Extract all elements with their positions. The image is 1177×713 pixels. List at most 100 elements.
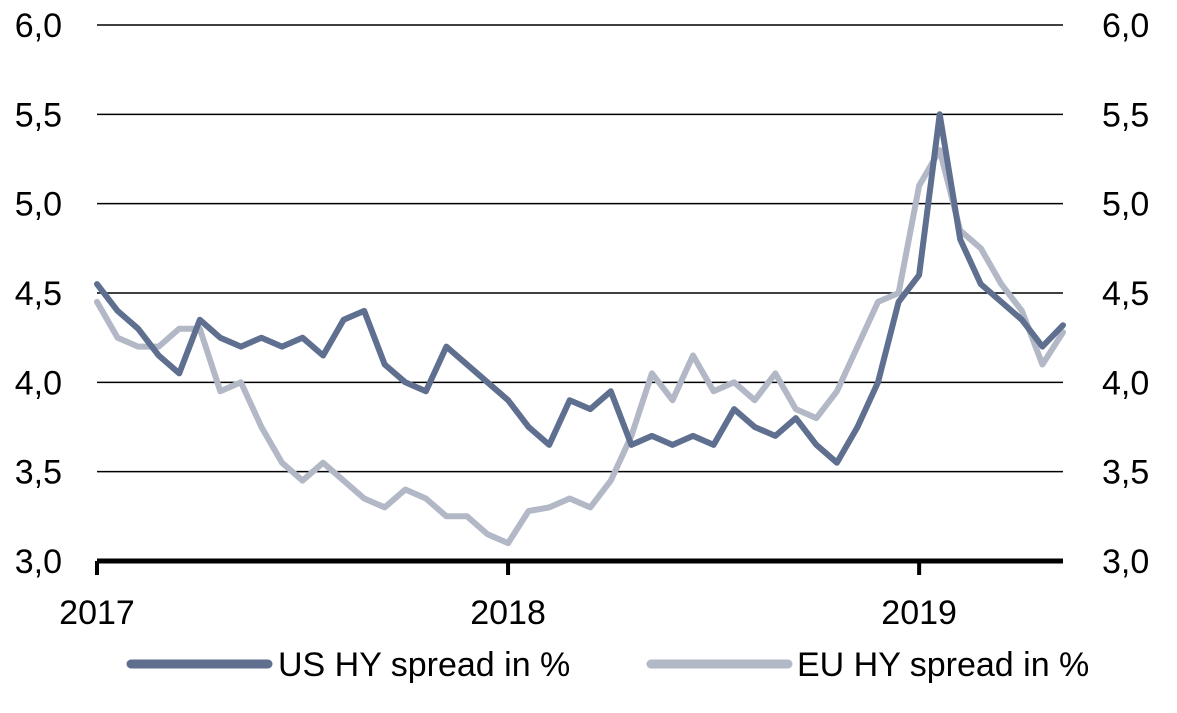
y-tick-label-left: 3,5 [15, 454, 62, 492]
y-tick-label-right: 3,5 [1102, 454, 1149, 492]
data-point-us-hy [980, 283, 982, 285]
data-point-eu-hy [713, 390, 715, 392]
data-point-us-hy [343, 319, 345, 321]
legend: US HY spread in % EU HY spread in % [126, 646, 1089, 684]
data-point-eu-hy [219, 390, 221, 392]
x-tick-label: 2019 [881, 594, 957, 632]
data-point-us-hy [1041, 346, 1043, 348]
data-point-us-hy [713, 444, 715, 446]
data-point-us-hy [96, 283, 98, 285]
data-point-us-hy [569, 399, 571, 401]
y-tick-label-left: 3,0 [15, 543, 62, 581]
data-point-us-hy [322, 355, 324, 356]
data-point-eu-hy [240, 381, 242, 383]
data-point-us-hy [733, 408, 735, 410]
data-point-us-hy [548, 444, 550, 446]
data-point-eu-hy [754, 399, 756, 401]
gridlines [97, 24, 1063, 473]
data-point-eu-hy [137, 346, 139, 348]
data-point-eu-hy [404, 489, 406, 490]
data-point-eu-hy [836, 390, 838, 392]
data-point-eu-hy [877, 301, 879, 303]
data-point-us-hy [877, 381, 879, 383]
data-point-eu-hy [425, 498, 427, 499]
data-point-eu-hy [1000, 283, 1002, 285]
data-point-us-hy [1021, 319, 1023, 321]
y-tick-label-left: 5,0 [15, 186, 62, 224]
data-point-us-hy [795, 417, 797, 419]
data-point-us-hy [507, 399, 509, 401]
series-line-eu-hy [94, 147, 1066, 547]
data-point-eu-hy [117, 337, 119, 339]
data-point-eu-hy [939, 149, 941, 151]
data-point-us-hy [199, 319, 201, 321]
legend-label-eu-hy: EU HY spread in % [797, 646, 1089, 684]
y-tick-label-right: 5,5 [1102, 96, 1149, 134]
data-point-us-hy [774, 435, 776, 437]
legend-label-us-hy: US HY spread in % [278, 646, 570, 684]
data-point-us-hy [918, 274, 920, 276]
data-point-eu-hy [1021, 310, 1023, 312]
data-point-us-hy [281, 346, 283, 348]
data-point-eu-hy [363, 498, 365, 499]
data-point-eu-hy [487, 533, 488, 535]
data-point-us-hy [117, 310, 119, 312]
data-point-us-hy [178, 372, 180, 374]
data-point-us-hy [898, 301, 900, 303]
data-point-eu-hy [548, 506, 550, 508]
data-point-eu-hy [322, 462, 324, 464]
data-point-eu-hy [733, 381, 735, 383]
y-tick-label-right: 5,0 [1102, 186, 1149, 224]
y-tick-label-left: 4,5 [15, 275, 62, 313]
data-point-us-hy [857, 426, 858, 428]
data-point-us-hy [1000, 301, 1002, 303]
data-point-us-hy [302, 337, 303, 339]
data-point-us-hy [692, 435, 694, 437]
data-point-eu-hy [980, 247, 982, 249]
series-lines [94, 111, 1066, 547]
data-point-us-hy [363, 310, 365, 312]
data-point-us-hy [425, 390, 427, 392]
data-point-eu-hy [692, 355, 694, 356]
data-point-eu-hy [589, 506, 591, 508]
y-tick-label-right: 6,0 [1102, 7, 1149, 45]
data-point-eu-hy [281, 462, 283, 464]
data-point-us-hy [384, 364, 386, 365]
data-point-us-hy [137, 328, 139, 330]
data-point-eu-hy [672, 399, 673, 401]
data-point-us-hy [445, 346, 447, 348]
y-tick-label-left: 5,5 [15, 96, 62, 134]
x-axis [95, 558, 1063, 575]
y-axis-right-labels: 3,0 3,5 4,0 4,5 5,0 5,5 6,0 [1102, 7, 1149, 581]
data-point-us-hy [487, 381, 488, 383]
data-point-eu-hy [774, 372, 776, 374]
data-point-us-hy [651, 435, 653, 437]
y-axis-left-labels: 3,0 3,5 4,0 4,5 5,0 5,5 6,0 [15, 7, 62, 581]
series-line-us-hy [94, 111, 1066, 466]
data-point-us-hy [158, 355, 160, 356]
x-tick-label: 2018 [470, 594, 546, 632]
data-point-eu-hy [343, 480, 345, 482]
y-tick-label-right: 3,0 [1102, 543, 1149, 581]
data-point-us-hy [630, 444, 632, 446]
data-point-us-hy [589, 408, 591, 410]
data-point-us-hy [240, 346, 242, 348]
data-point-eu-hy [651, 372, 653, 374]
data-point-eu-hy [898, 292, 900, 294]
data-point-us-hy [219, 337, 221, 339]
data-point-us-hy [260, 337, 262, 339]
data-point-us-hy [754, 426, 756, 428]
data-point-us-hy [959, 238, 961, 240]
y-tick-label-left: 4,0 [15, 364, 62, 402]
data-point-us-hy [939, 113, 941, 115]
data-point-us-hy [466, 364, 468, 365]
data-point-eu-hy [569, 498, 571, 499]
data-point-us-hy [404, 381, 406, 383]
data-point-eu-hy [384, 506, 386, 508]
y-tick-label-right: 4,5 [1102, 275, 1149, 313]
data-point-eu-hy [815, 417, 817, 419]
data-point-eu-hy [795, 408, 797, 410]
data-point-eu-hy [302, 480, 303, 482]
